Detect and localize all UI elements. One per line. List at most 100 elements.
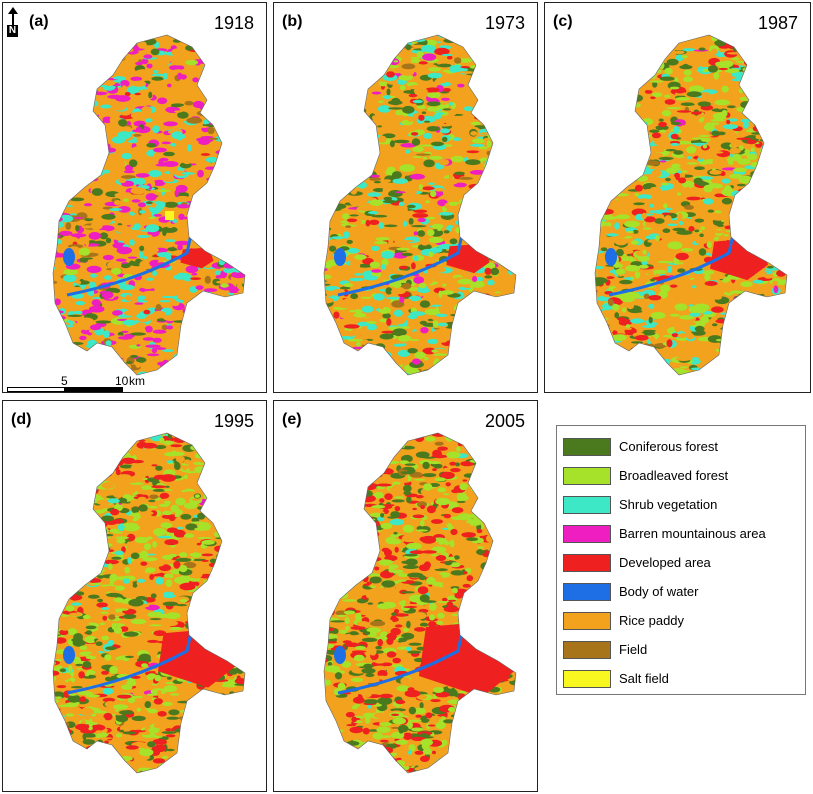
land-cover-patch [165,748,175,752]
land-cover-patch [453,373,466,375]
land-cover-patch [201,760,214,766]
land-cover-patch [58,355,64,363]
land-cover-patch [606,276,615,279]
land-cover-patch [702,144,708,149]
land-cover-patch [689,312,701,317]
land-cover-patch [494,148,503,155]
land-cover-patch [100,56,110,63]
land-cover-patch [356,81,361,88]
land-cover-patch [595,35,602,37]
land-cover-patch [190,709,204,715]
land-cover-patch [764,230,769,236]
land-cover-patch [405,154,413,159]
land-cover-patch [481,96,494,100]
land-cover-patch [324,157,339,165]
land-cover-patch [637,255,650,262]
land-cover-patch [90,171,96,175]
land-cover-patch [191,552,201,558]
land-cover-patch [160,522,173,529]
land-cover-patch [734,380,749,383]
land-cover-patch [136,313,147,319]
land-cover-patch [100,104,112,109]
land-cover-patch [463,232,477,236]
land-cover-patch [659,61,665,70]
land-cover-patch [63,166,75,173]
land-cover-patch [684,186,691,193]
land-cover-patch [773,368,779,375]
land-cover-patch [489,104,500,110]
land-cover-patch [191,498,202,501]
land-cover-patch [53,235,56,240]
land-cover-patch [707,326,719,329]
land-cover-patch [135,361,141,368]
land-cover-patch [177,356,188,365]
land-cover-patch [324,87,328,96]
land-cover-patch [729,345,735,350]
land-cover-patch [438,337,448,343]
land-cover-patch [70,342,84,345]
land-cover-patch [324,335,332,339]
land-cover-patch [233,122,245,126]
land-cover-patch [431,349,439,353]
land-cover-patch [176,96,184,101]
land-cover-patch [42,591,48,595]
land-cover-patch [324,54,327,62]
land-cover-patch [53,347,66,351]
land-cover-patch [722,124,738,130]
land-cover-patch [177,768,187,771]
land-cover-patch [41,245,46,252]
land-cover-patch [138,251,144,259]
land-cover-patch [324,263,325,268]
land-cover-patch [379,80,387,87]
land-cover-patch [115,733,123,738]
land-cover-patch [595,53,605,62]
land-cover-patch [90,273,97,278]
land-cover-patch [192,77,199,83]
land-cover-patch [333,138,342,142]
land-cover-patch [42,216,53,224]
land-cover-patch [188,66,198,73]
land-cover-patch [431,279,441,282]
land-cover-patch [497,239,506,244]
land-cover-patch [161,367,173,375]
land-cover-patch [595,30,602,35]
land-cover-patch [148,206,164,211]
land-cover-patch [185,265,199,274]
land-cover-patch [438,290,443,298]
land-cover-patch [236,520,245,524]
land-cover-patch [184,724,189,729]
land-cover-patch [203,26,208,31]
land-cover-patch [497,141,511,144]
land-cover-patch [75,367,85,375]
land-cover-patch [688,85,705,93]
land-cover-patch [100,464,105,467]
land-cover-patch [595,205,598,208]
scale-unit: km [129,374,145,388]
land-cover-patch [752,303,767,310]
land-cover-patch [168,185,177,192]
land-cover-patches [42,433,245,773]
land-cover-patch [477,218,489,225]
land-cover-patch [480,213,490,218]
land-cover-patch [467,375,483,380]
land-cover-patch [222,502,235,510]
land-cover-patch [595,173,596,176]
land-cover-patch [608,370,615,375]
land-cover-patch [85,452,92,459]
land-cover-patch [446,205,459,210]
land-cover-patch [239,460,245,468]
land-cover-patch [770,359,777,365]
land-cover-patch [101,73,107,79]
land-cover-patch [85,239,90,247]
land-cover-patch [235,361,243,366]
land-cover-patch [336,28,346,30]
land-cover-patch [41,295,51,301]
land-cover-patch [354,103,365,108]
land-cover-patch [346,155,354,163]
land-cover-patch [589,132,594,137]
land-cover-patch [398,35,409,42]
panel-year: 1973 [484,13,525,33]
land-cover-patch [612,170,626,176]
land-cover-patch [204,767,213,773]
land-cover-patch [178,351,193,355]
